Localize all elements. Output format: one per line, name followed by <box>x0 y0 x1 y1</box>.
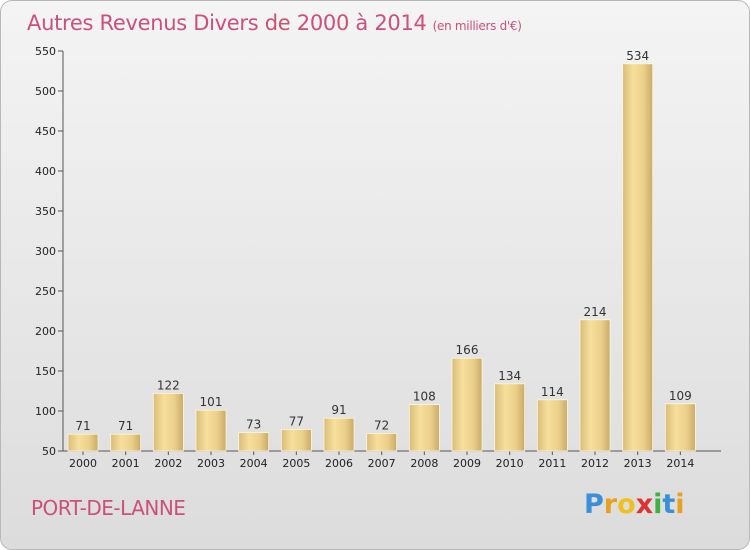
x-tick-label: 2000 <box>69 457 97 470</box>
x-tick-label: 2004 <box>240 457 268 470</box>
y-tick-label: 200 <box>35 325 56 338</box>
x-tick-label: 2006 <box>325 457 353 470</box>
bar <box>408 404 440 452</box>
bar-value-label: 108 <box>413 390 436 404</box>
bar-value-label: 77 <box>289 414 304 428</box>
x-tick-label: 2012 <box>581 457 609 470</box>
bar <box>67 433 99 452</box>
bar <box>110 433 142 452</box>
y-tick-label: 450 <box>35 125 56 138</box>
bar-value-label: 72 <box>374 418 389 432</box>
bar-value-label: 134 <box>498 369 521 383</box>
y-tick-label: 550 <box>35 45 56 58</box>
commune-name: PORT-DE-LANNE <box>31 496 186 520</box>
bar <box>451 357 483 452</box>
bar <box>195 409 227 452</box>
x-tick-label: 2001 <box>112 457 140 470</box>
bar-value-label: 166 <box>456 343 479 357</box>
brand-letter: o <box>617 489 636 520</box>
x-tick-label: 2013 <box>624 457 652 470</box>
x-tick-label: 2007 <box>368 457 396 470</box>
bar <box>664 403 696 452</box>
brand-letter: t <box>662 489 676 520</box>
brand-letter: x <box>635 489 654 520</box>
x-tick-label: 2003 <box>197 457 225 470</box>
bar-value-label: 534 <box>626 49 649 63</box>
bar <box>622 63 654 452</box>
bar <box>238 432 270 452</box>
x-tick-label: 2014 <box>666 457 694 470</box>
bar-value-label: 71 <box>75 419 90 433</box>
bar-value-label: 214 <box>584 305 607 319</box>
brand-letter: i <box>653 489 663 520</box>
bar <box>494 383 526 452</box>
bar-value-label: 73 <box>246 418 261 432</box>
bar <box>366 432 398 452</box>
bar <box>152 392 184 452</box>
chart-title-text: Autres Revenus Divers de 2000 à 2014 <box>27 11 427 35</box>
y-tick-label: 100 <box>35 405 56 418</box>
y-tick-label: 250 <box>35 285 56 298</box>
x-tick-label: 2002 <box>154 457 182 470</box>
bar-value-label: 114 <box>541 385 564 399</box>
x-tick-label: 2011 <box>538 457 566 470</box>
y-tick-label: 350 <box>35 205 56 218</box>
chart-title: Autres Revenus Divers de 2000 à 2014 (en … <box>27 11 522 35</box>
bar-value-label: 101 <box>200 395 223 409</box>
chart-subtitle: (en milliers d'€) <box>432 19 522 33</box>
bar-value-label: 91 <box>331 403 346 417</box>
brand-letter: r <box>603 489 618 520</box>
bar <box>536 399 568 452</box>
y-tick-label: 400 <box>35 165 56 178</box>
x-tick-label: 2005 <box>282 457 310 470</box>
y-tick-label: 150 <box>35 365 56 378</box>
bar <box>579 319 611 452</box>
x-tick-label: 2008 <box>410 457 438 470</box>
brand-letter: i <box>675 489 685 520</box>
bar-value-label: 122 <box>157 378 180 392</box>
x-tick-label: 2009 <box>453 457 481 470</box>
brand-letter: P <box>584 489 604 520</box>
bar <box>323 417 355 452</box>
bar-value-label: 109 <box>669 389 692 403</box>
proxiti-logo: Proxiti <box>584 489 685 520</box>
x-tick-label: 2010 <box>496 457 524 470</box>
y-tick-label: 300 <box>35 245 56 258</box>
bar <box>280 428 312 452</box>
y-tick-label: 500 <box>35 85 56 98</box>
bar-value-label: 71 <box>118 419 133 433</box>
y-tick-label: 50 <box>42 445 56 458</box>
